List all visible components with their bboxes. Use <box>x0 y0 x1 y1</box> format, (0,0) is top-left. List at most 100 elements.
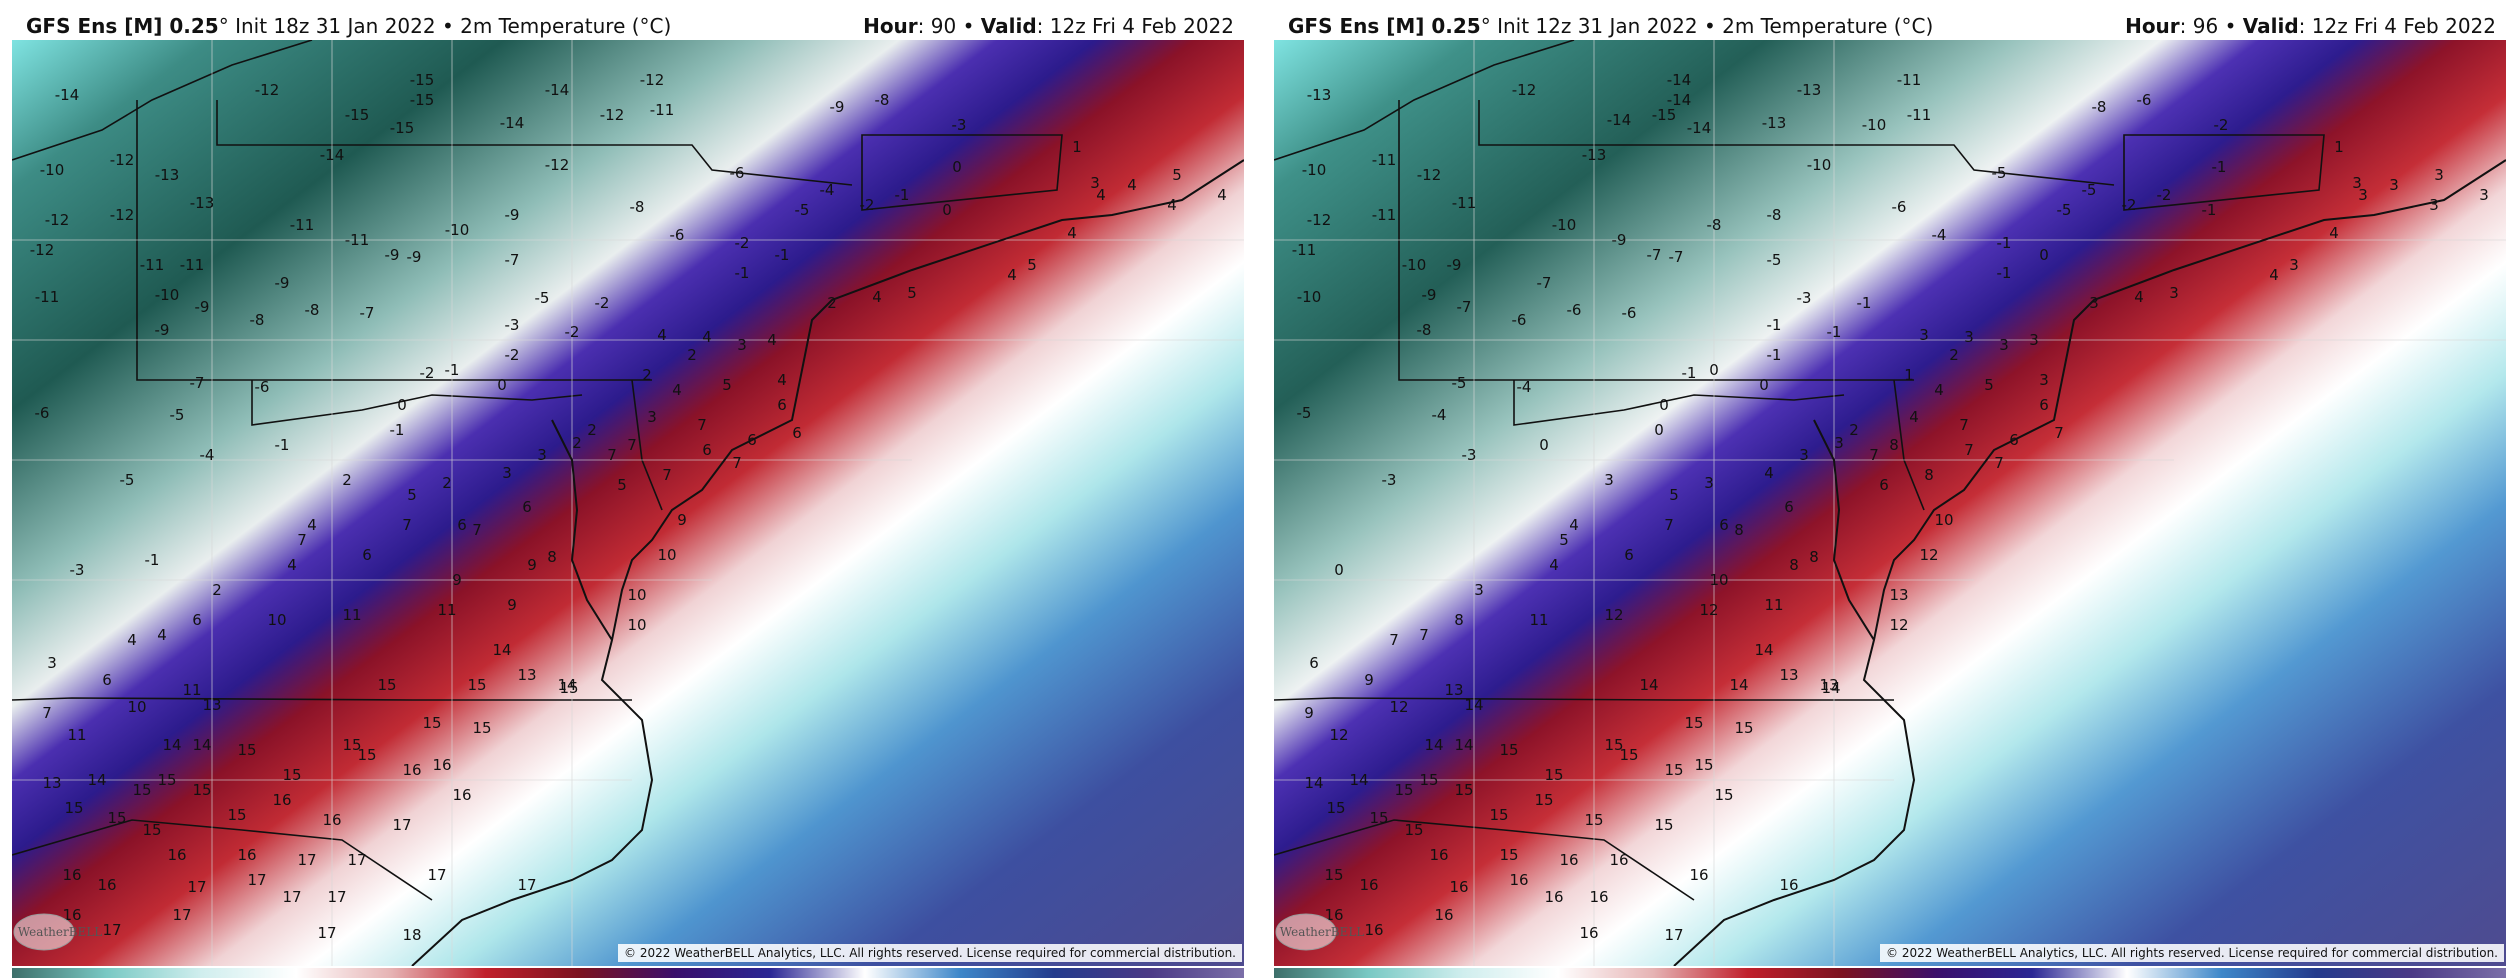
temperature-value-label: 3 <box>1799 446 1809 464</box>
temperature-value-label: 15 <box>1619 746 1638 764</box>
temperature-value-label: -4 <box>820 181 835 199</box>
temperature-value-label: 15 <box>1454 781 1473 799</box>
temperature-value-label: -4 <box>200 446 215 464</box>
temperature-value-label: -9 <box>1422 286 1437 304</box>
temperature-value-label: 0 <box>1334 561 1344 579</box>
temperature-value-label: 3 <box>2429 196 2439 214</box>
temperature-value-label: 7 <box>662 466 672 484</box>
temperature-value-label: 4 <box>657 326 667 344</box>
temperature-value-label: 14 <box>87 771 106 789</box>
temperature-value-label: -10 <box>1807 156 1832 174</box>
init-text: Init 12z 31 Jan 2022 • 2m Temperature (°… <box>1490 14 1934 38</box>
temperature-value-label: 16 <box>1589 888 1608 906</box>
temperature-value-label: 3 <box>737 336 747 354</box>
temperature-value-label: -5 <box>1767 251 1782 269</box>
temperature-value-label: 15 <box>357 746 376 764</box>
temperature-value-label: 4 <box>2134 288 2144 306</box>
temperature-value-label: 16 <box>402 761 421 779</box>
temperature-value-label: 4 <box>1934 381 1944 399</box>
temperature-value-label: -12 <box>1307 211 1332 229</box>
temperature-value-label: 16 <box>237 846 256 864</box>
temperature-value-label: -11 <box>1372 206 1397 224</box>
temperature-value-label: 12 <box>1889 616 1908 634</box>
temperature-value-label: 15 <box>157 771 176 789</box>
temperature-value-label: 6 <box>457 516 467 534</box>
temperature-value-label: -15 <box>410 91 435 109</box>
temperature-value-label: 15 <box>1654 816 1673 834</box>
temperature-value-label: -5 <box>1992 164 2007 182</box>
temperature-value-label: 13 <box>1779 666 1798 684</box>
temperature-value-label: 3 <box>1834 434 1844 452</box>
temperature-value-label: -9 <box>385 246 400 264</box>
temperature-value-label: -5 <box>120 471 135 489</box>
temperature-value-label: 6 <box>2009 431 2019 449</box>
temperature-value-label: -3 <box>1382 471 1397 489</box>
temperature-value-label: -12 <box>1512 81 1537 99</box>
temperature-value-label: 3 <box>2289 256 2299 274</box>
temperature-value-label: 13 <box>42 774 61 792</box>
temperature-value-label: -1 <box>2202 201 2217 219</box>
temperature-value-label: 6 <box>1624 546 1634 564</box>
temperature-value-label: 3 <box>1090 174 1100 192</box>
temperature-value-label: 5 <box>1172 166 1182 184</box>
temperature-value-label: 15 <box>1544 766 1563 784</box>
temperature-value-label: 5 <box>1984 376 1994 394</box>
temperature-value-label: 16 <box>1429 846 1448 864</box>
temperature-value-label: 8 <box>1889 436 1899 454</box>
temperature-value-label: 7 <box>732 454 742 472</box>
temperature-value-label: 17 <box>427 866 446 884</box>
temperature-value-label: 15 <box>192 781 211 799</box>
temperature-value-label: -9 <box>505 206 520 224</box>
temperature-map: -14 -12-15-15-14-12-11-15-15 -14 -12-14-12-… <box>12 40 1244 966</box>
temperature-value-label: 2 <box>687 346 697 364</box>
temperature-value-label: -9 <box>1612 231 1627 249</box>
temperature-value-label: 17 <box>102 921 121 939</box>
temperature-value-label: -10 <box>445 221 470 239</box>
temperature-value-label: 15 <box>132 781 151 799</box>
temperature-value-label: 16 <box>62 866 81 884</box>
temperature-value-label: 8 <box>1734 521 1744 539</box>
valid-label: Valid <box>2242 14 2299 38</box>
temperature-value-label: -8 <box>1707 216 1722 234</box>
temperature-value-label: -8 <box>630 198 645 216</box>
temperature-value-label: 7 <box>1389 631 1399 649</box>
temperature-value-label: -2 <box>2122 196 2137 214</box>
temperature-value-label: -7 <box>1457 298 1472 316</box>
temperature-value-label: 12 <box>1919 546 1938 564</box>
temperature-value-label: 6 <box>192 611 202 629</box>
temperature-value-label: 5 <box>1559 531 1569 549</box>
temperature-value-label: 16 <box>1579 924 1598 942</box>
temperature-value-label: 9 <box>1364 671 1374 689</box>
temperature-value-label: 16 <box>452 786 471 804</box>
temperature-value-label: 15 <box>1734 719 1753 737</box>
temperature-value-label: 8 <box>1924 466 1934 484</box>
temperature-value-label: 3 <box>1999 336 2009 354</box>
degree-sign: ° <box>218 14 229 38</box>
temperature-value-label: 11 <box>182 681 201 699</box>
temperature-value-label: -15 <box>390 119 415 137</box>
temperature-value-label: 15 <box>1499 741 1518 759</box>
temperature-value-label: 14 <box>162 736 181 754</box>
temperature-value-label: 15 <box>1694 756 1713 774</box>
temperature-value-label: -8 <box>1417 321 1432 339</box>
temperature-value-label: 10 <box>267 611 286 629</box>
temperature-value-label: 14 <box>1464 696 1483 714</box>
temperature-value-label: 6 <box>1719 516 1729 534</box>
temperature-value-label: 16 <box>1359 876 1378 894</box>
temperature-value-label: 6 <box>102 671 112 689</box>
temperature-value-label: -10 <box>40 161 65 179</box>
temperature-value-label: -1 <box>1857 294 1872 312</box>
temperature-value-label: 15 <box>1394 781 1413 799</box>
map-panel-left: GFS Ens [M] 0.25° Init 18z 31 Jan 2022 •… <box>0 0 1248 978</box>
temperature-value-label: 4 <box>1096 186 1106 204</box>
temperature-value-label: -13 <box>1307 86 1332 104</box>
temperature-value-label: 3 <box>2434 166 2444 184</box>
temperature-value-label: -6 <box>670 226 685 244</box>
temperature-value-label: 6 <box>2039 396 2049 414</box>
temperature-value-label: 7 <box>1419 626 1429 644</box>
temperature-value-label: -5 <box>795 201 810 219</box>
temperature-value-label: -5 <box>1452 374 1467 392</box>
temperature-value-label: 11 <box>1764 596 1783 614</box>
temperature-value-label: 0 <box>397 396 407 414</box>
temperature-value-label: -3 <box>952 116 967 134</box>
